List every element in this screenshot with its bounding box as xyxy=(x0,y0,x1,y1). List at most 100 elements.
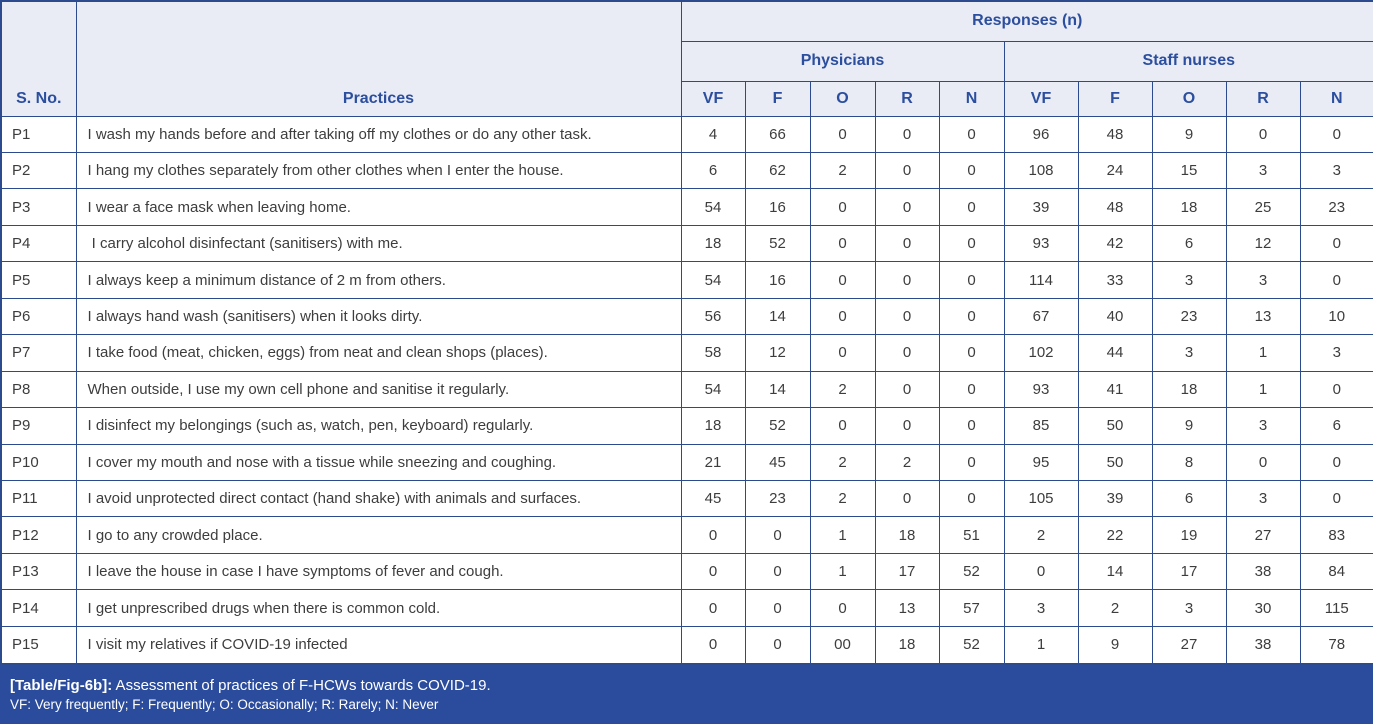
staff-nurses-value-cell: 108 xyxy=(1003,151,1079,190)
table-row: P10 I cover my mouth and nose with a tiss… xyxy=(0,443,1373,482)
staff-nurses-value-cell: 0 xyxy=(1299,443,1373,482)
staff-nurses-value-cell: 18 xyxy=(1151,188,1227,226)
row-sno: P13 xyxy=(0,552,77,591)
group-header-staff-nurses: Staff nurses xyxy=(1003,40,1373,82)
physicians-value-cell: 16 xyxy=(744,188,811,226)
staff-nurses-value-cell: 0 xyxy=(1225,115,1301,153)
subcolumn-header-staff-nurses-r: R xyxy=(1225,80,1301,117)
physicians-value-cell: 0 xyxy=(809,224,876,263)
column-header-responses: Responses (n) xyxy=(680,0,1373,42)
physicians-value-cell: 0 xyxy=(874,115,940,153)
physicians-value-cell: 0 xyxy=(809,407,876,445)
physicians-value-cell: 2 xyxy=(809,480,876,518)
staff-nurses-value-cell: 3 xyxy=(1299,334,1373,372)
physicians-value-cell: 16 xyxy=(744,261,811,299)
staff-nurses-value-cell: 0 xyxy=(1299,370,1373,409)
staff-nurses-value-cell: 67 xyxy=(1003,297,1079,336)
row-practice: I leave the house in case I have symptom… xyxy=(75,552,682,591)
row-practice: I take food (meat, chicken, eggs) from n… xyxy=(75,334,682,372)
table-row: P15 I visit my relatives if COVID-19 infe… xyxy=(0,625,1373,665)
table-caption-text: Assessment of practices of F-HCWs toward… xyxy=(112,676,491,694)
staff-nurses-value-cell: 30 xyxy=(1225,589,1301,627)
physicians-value-cell: 0 xyxy=(874,151,940,190)
table-row: P12 I go to any crowded place. 0 0 1 18 51 2 22 1… xyxy=(0,516,1373,554)
physicians-value-cell: 14 xyxy=(744,297,811,336)
physicians-value-cell: 0 xyxy=(938,443,1005,482)
row-practice: I always hand wash (sanitisers) when it … xyxy=(75,297,682,336)
staff-nurses-value-cell: 1 xyxy=(1225,334,1301,372)
staff-nurses-value-cell: 78 xyxy=(1299,625,1373,665)
physicians-value-cell: 0 xyxy=(874,480,940,518)
physicians-value-cell: 0 xyxy=(744,625,811,665)
staff-nurses-value-cell: 95 xyxy=(1003,443,1079,482)
staff-nurses-value-cell: 39 xyxy=(1003,188,1079,226)
table-row: P4 I carry alcohol disinfectant (sanitis… xyxy=(0,224,1373,263)
staff-nurses-value-cell: 3 xyxy=(1225,407,1301,445)
row-practice: I avoid unprotected direct contact (hand… xyxy=(75,480,682,518)
staff-nurses-value-cell: 25 xyxy=(1225,188,1301,226)
row-sno: P9 xyxy=(0,407,77,445)
physicians-value-cell: 66 xyxy=(744,115,811,153)
staff-nurses-value-cell: 0 xyxy=(1299,261,1373,299)
staff-nurses-value-cell: 1 xyxy=(1003,625,1079,665)
row-sno: P14 xyxy=(0,589,77,627)
row-sno: P8 xyxy=(0,370,77,409)
physicians-value-cell: 13 xyxy=(874,589,940,627)
row-sno: P3 xyxy=(0,188,77,226)
staff-nurses-value-cell: 39 xyxy=(1077,480,1153,518)
staff-nurses-value-cell: 115 xyxy=(1299,589,1373,627)
table-row: P14 I get unprescribed drugs when there i… xyxy=(0,589,1373,627)
row-practice: I hang my clothes separately from other … xyxy=(75,151,682,190)
staff-nurses-value-cell: 12 xyxy=(1225,224,1301,263)
table-row: P3 I wear a face mask when leaving home. 5… xyxy=(0,188,1373,226)
staff-nurses-value-cell: 40 xyxy=(1077,297,1153,336)
staff-nurses-value-cell: 9 xyxy=(1151,407,1227,445)
physicians-value-cell: 52 xyxy=(744,407,811,445)
physicians-value-cell: 4 xyxy=(680,115,746,153)
staff-nurses-value-cell: 50 xyxy=(1077,407,1153,445)
staff-nurses-value-cell: 0 xyxy=(1299,480,1373,518)
physicians-value-cell: 0 xyxy=(809,188,876,226)
physicians-value-cell: 23 xyxy=(744,480,811,518)
staff-nurses-value-cell: 0 xyxy=(1299,115,1373,153)
row-sno: P12 xyxy=(0,516,77,554)
staff-nurses-value-cell: 50 xyxy=(1077,443,1153,482)
physicians-value-cell: 0 xyxy=(874,188,940,226)
physicians-value-cell: 45 xyxy=(744,443,811,482)
staff-nurses-value-cell: 33 xyxy=(1077,261,1153,299)
subcolumn-header-staff-nurses-n: N xyxy=(1299,80,1373,117)
physicians-value-cell: 0 xyxy=(938,370,1005,409)
physicians-value-cell: 52 xyxy=(938,625,1005,665)
physicians-value-cell: 0 xyxy=(744,516,811,554)
staff-nurses-value-cell: 48 xyxy=(1077,188,1153,226)
staff-nurses-value-cell: 27 xyxy=(1151,625,1227,665)
staff-nurses-value-cell: 18 xyxy=(1151,370,1227,409)
staff-nurses-value-cell: 44 xyxy=(1077,334,1153,372)
staff-nurses-value-cell: 2 xyxy=(1077,589,1153,627)
abbreviation-legend: VF: Very frequently; F: Frequently; O: O… xyxy=(10,697,439,713)
physicians-value-cell: 52 xyxy=(938,552,1005,591)
physicians-value-cell: 0 xyxy=(680,589,746,627)
staff-nurses-value-cell: 41 xyxy=(1077,370,1153,409)
table-row: P7 I take food (meat, chicken, eggs) from… xyxy=(0,334,1373,372)
physicians-value-cell: 2 xyxy=(874,443,940,482)
physicians-value-cell: 0 xyxy=(938,151,1005,190)
row-practice: I always keep a minimum distance of 2 m … xyxy=(75,261,682,299)
table-row: P2 I hang my clothes separately from othe… xyxy=(0,151,1373,190)
staff-nurses-value-cell: 3 xyxy=(1003,589,1079,627)
table-fig-label: [Table/Fig-6b]: xyxy=(10,676,113,694)
physicians-value-cell: 12 xyxy=(744,334,811,372)
row-sno: P1 xyxy=(0,115,77,153)
table-row: P5 I always keep a minimum distance of 2 … xyxy=(0,261,1373,299)
staff-nurses-value-cell: 6 xyxy=(1151,224,1227,263)
physicians-value-cell: 2 xyxy=(809,151,876,190)
column-header-sno: S. No. xyxy=(0,0,77,117)
physicians-value-cell: 54 xyxy=(680,188,746,226)
staff-nurses-value-cell: 42 xyxy=(1077,224,1153,263)
physicians-value-cell: 0 xyxy=(809,115,876,153)
physicians-value-cell: 1 xyxy=(809,552,876,591)
staff-nurses-value-cell: 102 xyxy=(1003,334,1079,372)
row-sno: P6 xyxy=(0,297,77,336)
subcolumn-header-physicians-o: O xyxy=(809,80,876,117)
staff-nurses-value-cell: 6 xyxy=(1151,480,1227,518)
